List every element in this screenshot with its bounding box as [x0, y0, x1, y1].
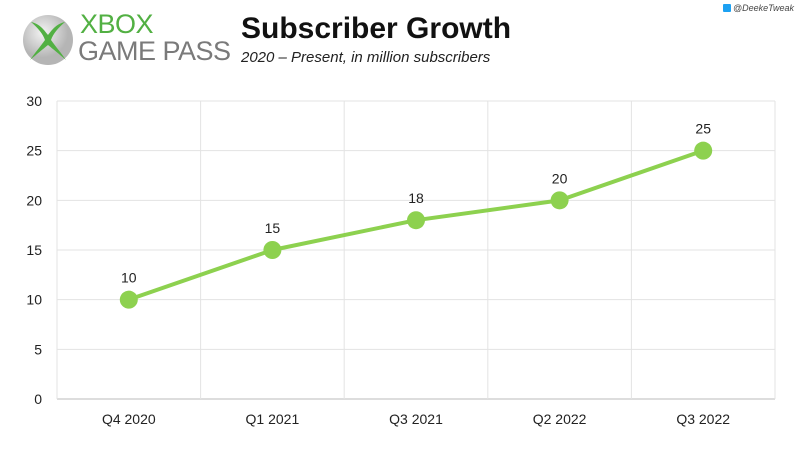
data-point: [694, 141, 713, 160]
x-tick-label: Q3 2022: [676, 411, 730, 427]
brand-game-pass: GAME PASS: [78, 36, 231, 66]
data-point: [550, 191, 569, 210]
y-tick-label: 5: [34, 341, 42, 357]
y-tick-label: 30: [26, 93, 42, 109]
xbox-logo-icon: [23, 15, 73, 65]
chart-title: Subscriber Growth: [241, 12, 512, 45]
x-tick-label: Q4 2020: [102, 411, 156, 427]
y-tick-label: 15: [26, 242, 42, 258]
y-tick-label: 25: [26, 143, 42, 159]
data-point: [119, 290, 138, 309]
x-tick-label: Q2 2022: [533, 411, 587, 427]
data-label: 18: [408, 190, 424, 206]
data-point: [407, 211, 425, 230]
chart-subtitle: 2020 – Present, in million subscribers: [241, 49, 491, 66]
data-label: 20: [552, 170, 568, 186]
brand-xbox: XBOX: [80, 9, 154, 39]
credit-handle: @DeekeTweak: [733, 3, 794, 13]
data-label: 25: [695, 121, 711, 137]
data-label: 10: [121, 270, 137, 286]
y-tick-label: 20: [26, 192, 42, 208]
x-tick-label: Q1 2021: [246, 411, 300, 427]
credit: @DeekeTweak: [723, 3, 794, 13]
x-tick-label: Q3 2021: [389, 411, 443, 427]
y-tick-label: 0: [34, 391, 42, 407]
data-label: 15: [265, 220, 281, 236]
twitter-icon: [723, 4, 731, 12]
y-tick-label: 10: [26, 292, 42, 308]
data-point: [263, 241, 282, 259]
